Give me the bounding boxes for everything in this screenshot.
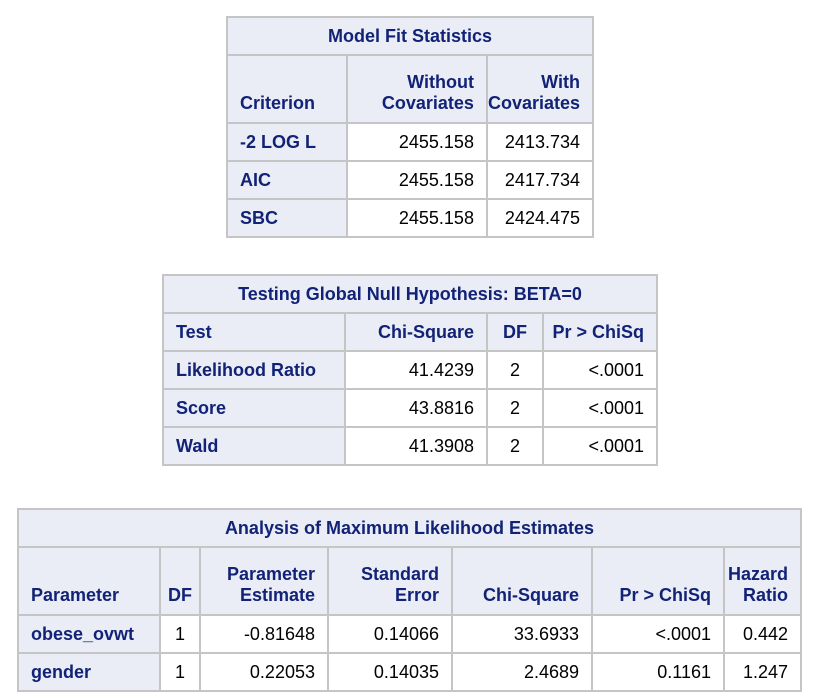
cell-value: 2413.734	[485, 122, 595, 162]
cell-value: 2	[486, 426, 544, 466]
row-header: AIC	[225, 160, 349, 200]
cell-value: 1	[159, 614, 201, 654]
column-header: Chi-Square	[451, 546, 593, 616]
cell-value: 33.6933	[451, 614, 593, 654]
column-header: Pr > ChiSq	[591, 546, 725, 616]
cell-value: <.0001	[542, 426, 658, 466]
maximum-likelihood-estimates-table: Analysis of Maximum Likelihood Estimates…	[17, 508, 802, 692]
row-header: gender	[17, 652, 161, 692]
table-row: obese_ovwt 1 -0.81648 0.14066 33.6933 <.…	[17, 614, 802, 654]
column-header: Standard Error	[327, 546, 453, 616]
column-header: Parameter	[17, 546, 161, 616]
table-row: AIC 2455.158 2417.734	[225, 160, 595, 200]
row-header: Score	[162, 388, 346, 428]
cell-value: 43.8816	[344, 388, 488, 428]
column-header: DF	[159, 546, 201, 616]
cell-value: <.0001	[542, 350, 658, 390]
table-row: Likelihood Ratio 41.4239 2 <.0001	[162, 350, 658, 390]
column-header: With Covariates	[485, 54, 595, 124]
cell-value: 0.14066	[327, 614, 453, 654]
column-header: Parameter Estimate	[199, 546, 329, 616]
table-row: SBC 2455.158 2424.475	[225, 198, 595, 238]
table-caption: Model Fit Statistics	[226, 16, 594, 56]
table-caption: Analysis of Maximum Likelihood Estimates	[17, 508, 802, 548]
table-caption: Testing Global Null Hypothesis: BETA=0	[162, 274, 658, 314]
column-header: Test	[162, 312, 346, 352]
cell-value: 2424.475	[485, 198, 595, 238]
column-header: Without Covariates	[346, 54, 488, 124]
cell-value: 41.4239	[344, 350, 488, 390]
cell-value: 2455.158	[346, 160, 488, 200]
row-header: obese_ovwt	[17, 614, 161, 654]
cell-value: 0.1161	[591, 652, 725, 692]
cell-value: 1.247	[723, 652, 802, 692]
column-header: Chi-Square	[344, 312, 488, 352]
cell-value: 0.442	[723, 614, 802, 654]
table-row: -2 LOG L 2455.158 2413.734	[225, 122, 595, 162]
cell-value: 0.22053	[199, 652, 329, 692]
column-header: Pr > ChiSq	[542, 312, 658, 352]
cell-value: 41.3908	[344, 426, 488, 466]
global-null-hypothesis-table: Testing Global Null Hypothesis: BETA=0 T…	[162, 274, 658, 466]
cell-value: <.0001	[542, 388, 658, 428]
cell-value: 2	[486, 350, 544, 390]
column-header: Criterion	[225, 54, 349, 124]
cell-value: 2455.158	[346, 122, 488, 162]
row-header: Wald	[162, 426, 346, 466]
cell-value: 2	[486, 388, 544, 428]
cell-value: <.0001	[591, 614, 725, 654]
table-row: gender 1 0.22053 0.14035 2.4689 0.1161 1…	[17, 652, 802, 692]
model-fit-statistics-table: Model Fit Statistics Criterion Without C…	[225, 16, 595, 238]
cell-value: 2417.734	[485, 160, 595, 200]
cell-value: 0.14035	[327, 652, 453, 692]
row-header: -2 LOG L	[225, 122, 349, 162]
column-header: Hazard Ratio	[723, 546, 802, 616]
row-header: Likelihood Ratio	[162, 350, 346, 390]
table-row: Score 43.8816 2 <.0001	[162, 388, 658, 428]
cell-value: -0.81648	[199, 614, 329, 654]
column-header: DF	[486, 312, 544, 352]
row-header: SBC	[225, 198, 349, 238]
cell-value: 2455.158	[346, 198, 488, 238]
cell-value: 1	[159, 652, 201, 692]
cell-value: 2.4689	[451, 652, 593, 692]
table-row: Wald 41.3908 2 <.0001	[162, 426, 658, 466]
